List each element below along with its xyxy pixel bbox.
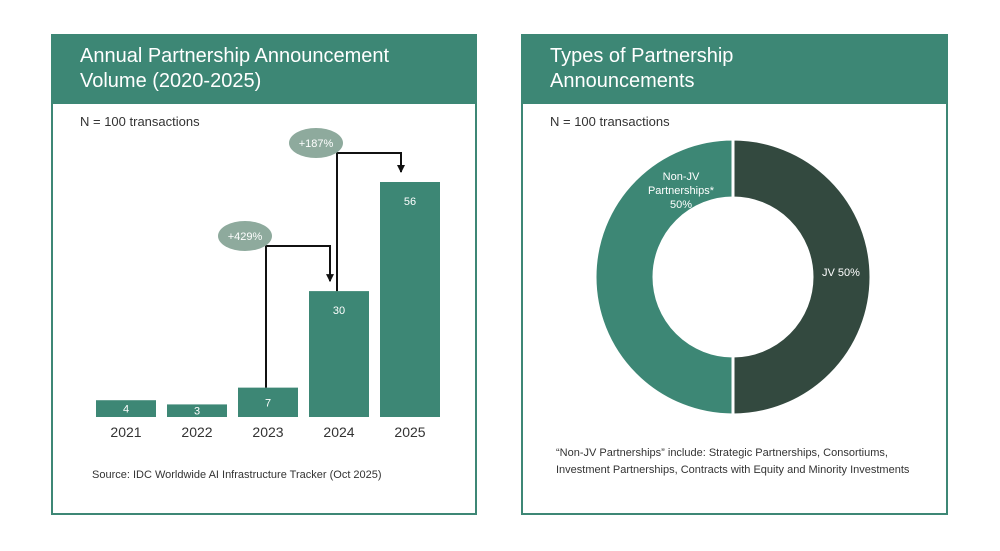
x-tick-label: 2022	[181, 424, 212, 440]
donut-chart: JV 50% Non-JV Partnerships* 50%	[593, 137, 873, 417]
growth-label: +429%	[228, 231, 263, 243]
bar-value-label: 3	[194, 406, 200, 418]
bar-2022	[167, 404, 227, 417]
partnership-types-panel: Types of Partnership Announcements N = 1…	[521, 34, 948, 515]
bar-value-label: 30	[333, 305, 345, 317]
growth-arrow	[336, 152, 405, 292]
donut-slice-non-jv	[593, 137, 735, 417]
annual-volume-title-line2: Volume (2020-2025)	[80, 70, 262, 92]
growth-label: +187%	[299, 138, 334, 150]
x-tick-label: 2021	[110, 424, 141, 440]
growth-bubble	[289, 128, 343, 158]
annual-volume-header: Annual Partnership Announcement Volume (…	[53, 36, 475, 104]
bar-2024	[309, 291, 369, 417]
x-tick-label: 2025	[394, 424, 425, 440]
jv-slice-label: JV 50%	[822, 267, 860, 279]
donut-slice-jv	[731, 137, 873, 417]
partnership-types-n-label: N = 100 transactions	[550, 114, 670, 129]
bar-2023	[238, 387, 298, 417]
bar-chart: 4 2021 3 2022 7 2023 30 2024 56 2025 +429% +187%	[96, 128, 440, 440]
growth-arrow	[265, 245, 334, 388]
non-jv-slice-label: Non-JV Partnerships* 50%	[648, 171, 715, 211]
partnership-types-title-line2: Announcements	[550, 70, 695, 92]
partnership-types-title-line1: Types of Partnership	[550, 45, 734, 67]
bar-2025	[380, 182, 440, 417]
x-tick-label: 2024	[323, 424, 354, 440]
source-note: Source: IDC Worldwide AI Infrastructure …	[92, 469, 382, 481]
x-tick-label: 2023	[252, 424, 283, 440]
annual-volume-panel: Annual Partnership Announcement Volume (…	[51, 34, 477, 515]
bar-value-label: 56	[404, 196, 416, 208]
bar-value-label: 7	[265, 397, 271, 409]
footnote: “Non-JV Partnerships” include: Strategic…	[556, 447, 910, 476]
growth-bubble	[218, 221, 272, 251]
bar-2021	[96, 400, 156, 417]
annual-volume-n-label: N = 100 transactions	[80, 114, 200, 129]
annual-volume-title-line1: Annual Partnership Announcement	[80, 45, 390, 67]
partnership-types-header: Types of Partnership Announcements	[523, 36, 946, 104]
bar-value-label: 4	[123, 404, 129, 416]
